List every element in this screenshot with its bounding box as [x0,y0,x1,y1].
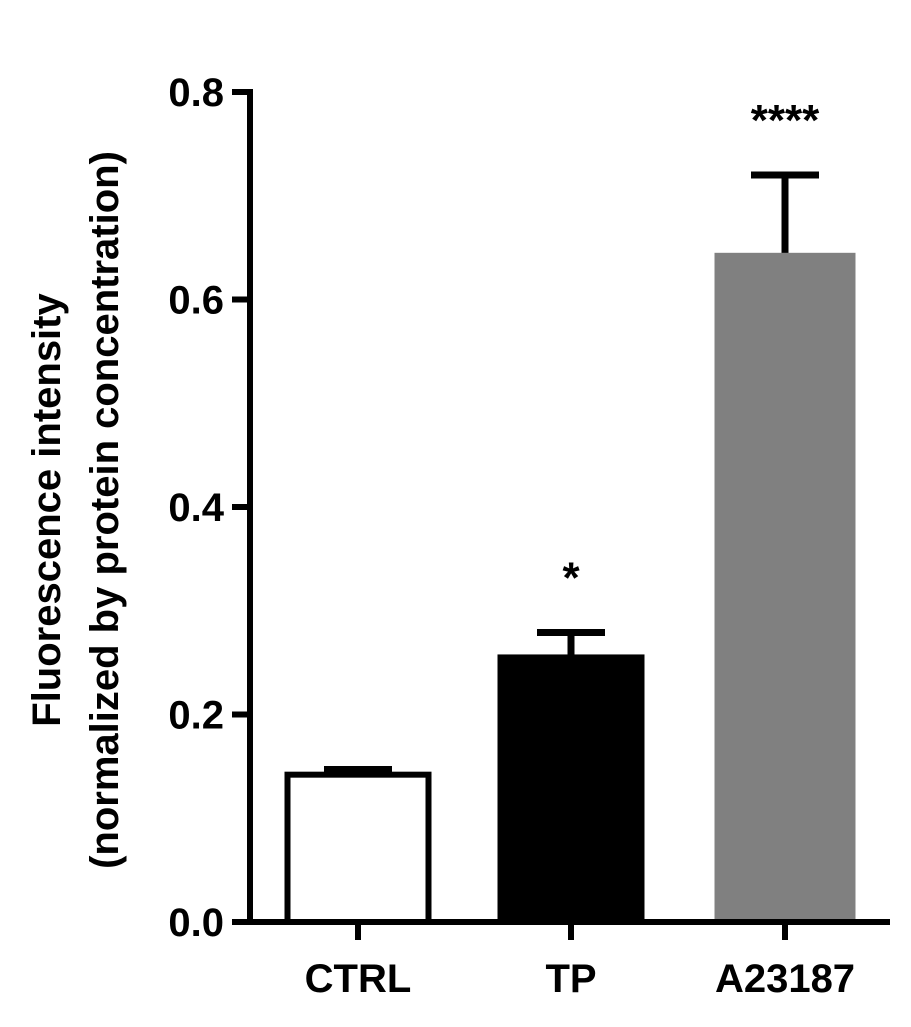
x-tick-label-ctrl: CTRL [305,957,412,1001]
error-bars-group [324,171,819,775]
bar-tp [497,654,645,925]
x-tick-label-tp: TP [545,957,596,1001]
y-axis-title-line-1: Fluorescence intensity [25,293,69,727]
significance-label-tp: * [562,554,580,603]
axes-group [232,89,890,940]
bar-ctrl [284,771,432,925]
y-axis-title: Fluorescence intensity (normalized by pr… [25,151,127,869]
y-tick-label-0.2: 0.2 [168,694,224,738]
bars-group [284,252,856,925]
y-tick-label-0.6: 0.6 [168,279,224,323]
x-tick-label-a23187: A23187 [715,957,855,1001]
y-axis-title-line-2: (normalized by protein concentration) [83,151,127,869]
significance-label-a23187: **** [751,96,820,145]
y-tick-label-0.4: 0.4 [168,486,224,530]
y-tick-label-0.0: 0.0 [168,901,224,945]
y-tick-label-0.8: 0.8 [168,71,224,115]
bar-a23187 [714,252,856,922]
